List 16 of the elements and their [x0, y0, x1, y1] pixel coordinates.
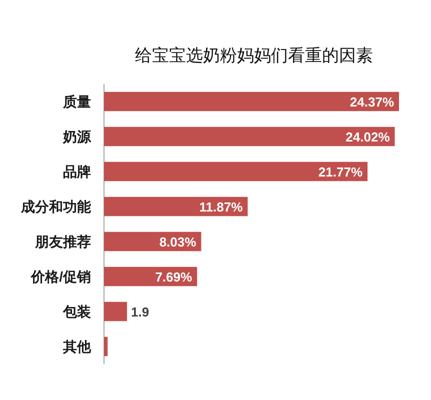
category-label: 其他 [63, 338, 91, 354]
category-label: 包装 [63, 304, 91, 320]
data-label: 11.87% [199, 200, 243, 214]
category-label: 品牌 [63, 164, 91, 180]
category-label: 价格/促销 [31, 268, 91, 284]
data-label: 7.69% [155, 270, 192, 284]
data-label: 8.03% [159, 234, 196, 250]
data-label: 24.37% [350, 94, 394, 110]
category-label: 成分和功能 [21, 198, 91, 214]
category-label: 质量 [63, 94, 91, 110]
category-label: 朋友推荐 [35, 234, 91, 250]
data-label: 1.9 [131, 304, 150, 320]
data-label: 24.02% [346, 130, 390, 144]
data-label: 21.77% [318, 164, 363, 180]
category-label: 奶源 [63, 128, 91, 144]
title: 给宝宝选奶粉妈妈们看重的因素 [135, 46, 373, 65]
